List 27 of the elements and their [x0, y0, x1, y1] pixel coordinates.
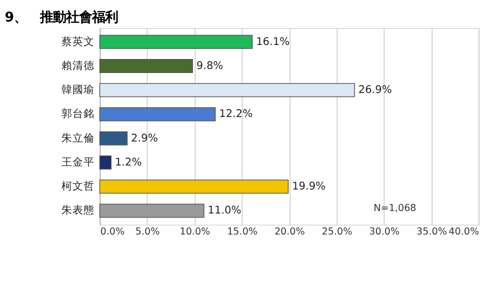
- x-tick-label: 40.0%: [448, 226, 480, 238]
- data-label: 9.8%: [196, 60, 224, 72]
- x-tick-label: 15.0%: [227, 226, 258, 238]
- y-tick-label: 賴清德: [61, 58, 94, 72]
- annotation: N=1,068: [374, 203, 416, 214]
- x-tick-label: 30.0%: [369, 226, 400, 238]
- data-label: 26.9%: [358, 84, 392, 96]
- x-tick-label: 10.0%: [180, 226, 210, 238]
- y-tick-label: 柯文哲: [61, 180, 94, 193]
- chart-title: 9、 推動社會福利: [4, 9, 118, 26]
- data-label: 2.9%: [131, 132, 158, 144]
- y-tick-label: 王金平: [61, 156, 94, 168]
- x-tick-label: 25.0%: [322, 226, 352, 238]
- x-tick-label: 20.0%: [274, 226, 305, 238]
- y-tick-label: 韓國瑜: [61, 83, 94, 96]
- data-label: 1.2%: [114, 156, 142, 168]
- data-label: 19.9%: [292, 180, 326, 193]
- data-label: 12.2%: [219, 108, 253, 120]
- y-tick-label: 郭台銘: [61, 107, 94, 120]
- y-tick-label: 蔡英文: [61, 34, 94, 48]
- y-tick-label: 朱表態: [61, 204, 94, 217]
- x-tick-label: 0.0%: [100, 226, 125, 238]
- data-label: 16.1%: [256, 36, 290, 48]
- x-tick-label: 5.0%: [135, 226, 160, 238]
- data-label: 11.0%: [208, 204, 242, 217]
- y-tick-label: 朱立倫: [61, 131, 94, 144]
- x-tick-label: 35.0%: [416, 226, 447, 238]
